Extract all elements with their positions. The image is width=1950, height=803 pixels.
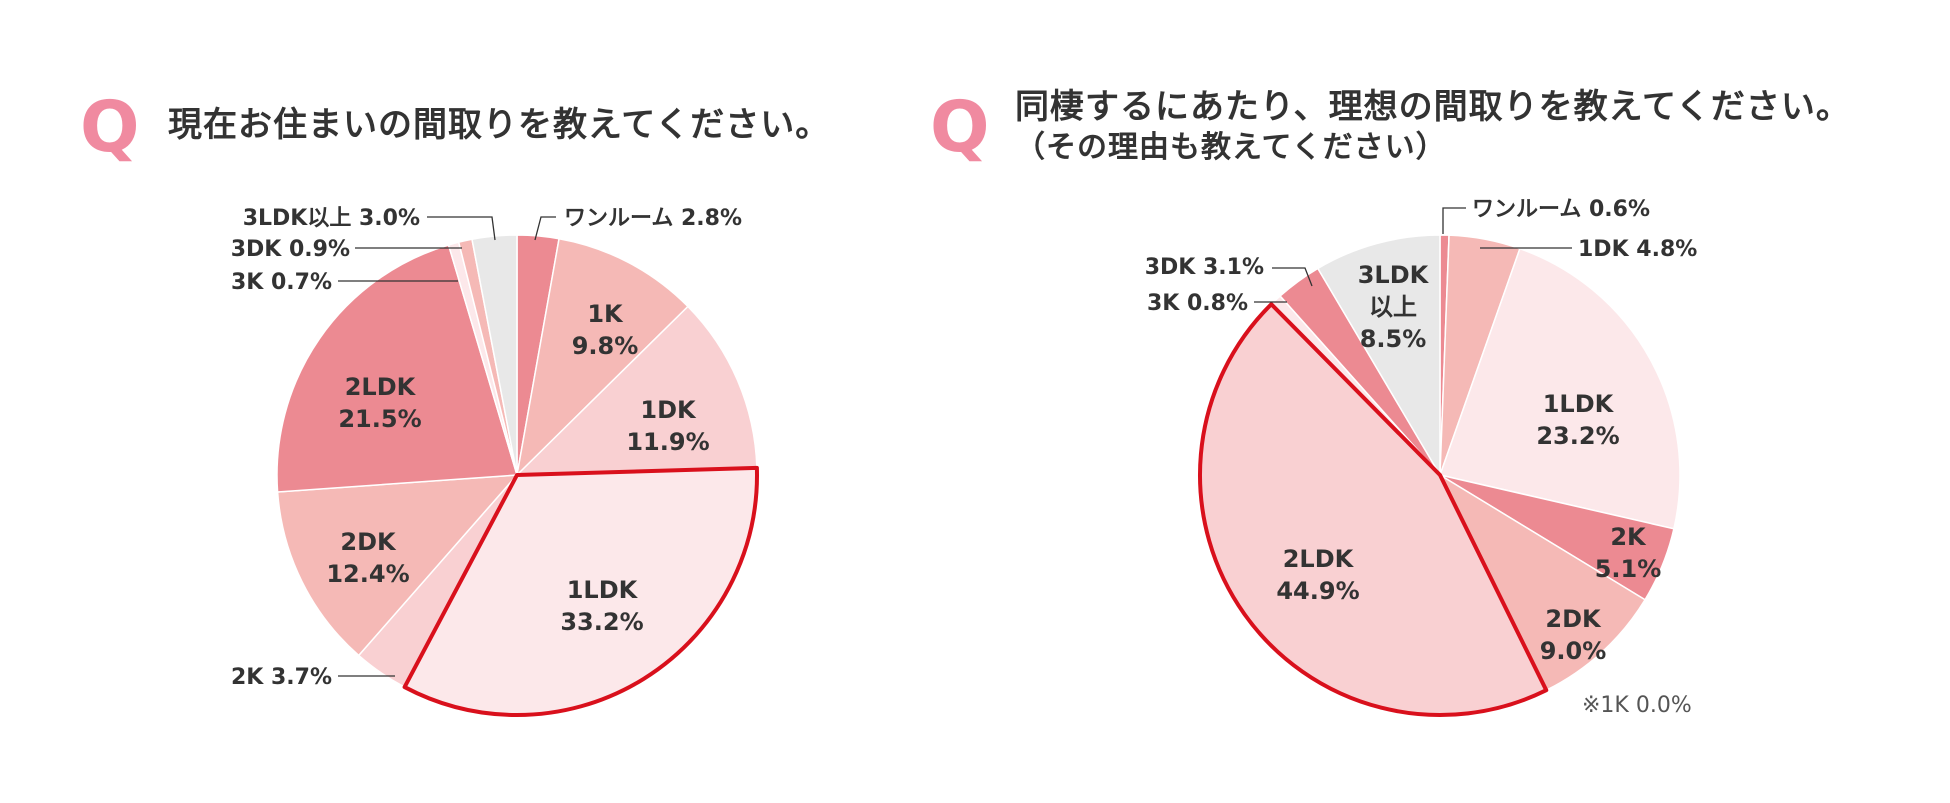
right-label-3ldk-pct: 8.5%	[1360, 325, 1427, 353]
left-label-3dk: 3DK 0.9%	[231, 237, 350, 262]
right-label-2ldk-name: 2LDK	[1283, 545, 1355, 573]
note-1k-zero: ※1K 0.0%	[1582, 693, 1692, 718]
left-highlight-outline	[402, 465, 759, 717]
left-leader-oneroom	[534, 216, 556, 241]
left-label-1dk-name: 1DK	[640, 396, 697, 424]
left-slice-2dk	[276, 474, 519, 657]
right-question-line1: 同棲するにあたり、理想の間取りを教えてください。	[1015, 87, 1851, 127]
left-label-2ldk-pct: 21.5%	[338, 405, 421, 433]
left-label-1dk-pct: 11.9%	[626, 428, 709, 456]
left-label-1k-name: 1K	[587, 300, 624, 328]
left-slice-1dk	[515, 305, 758, 476]
right-label-2dk-name: 2DK	[1545, 605, 1602, 633]
left-slice-2ldk	[276, 244, 518, 493]
right-label-1ldk-name: 1LDK	[1543, 390, 1615, 418]
left-label-2ldk-name: 2LDK	[345, 373, 417, 401]
right-label-3dk: 3DK 3.1%	[1145, 255, 1264, 280]
left-q-mark: Q	[80, 86, 140, 168]
right-label-3ldk-name: 3LDK	[1358, 261, 1430, 289]
right-label-1dk: 1DK 4.8%	[1578, 237, 1697, 262]
right-label-2k-name: 2K	[1610, 523, 1647, 551]
left-leader-3ldk	[427, 216, 496, 241]
right-q-mark: Q	[930, 86, 990, 168]
pie-chart-current: ワンルーム 2.8% 1K 9.8% 1DK 11.9% 1LDK 33.2% 2K 3.7%…	[231, 206, 759, 717]
right-highlight-outline	[1198, 302, 1549, 717]
right-label-2ldk-pct: 44.9%	[1276, 577, 1359, 605]
right-question-line2: （その理由も教えてください）	[1015, 129, 1447, 165]
pie-chart-ideal: ワンルーム 0.6% 1DK 4.8% 1LDK 23.2% 2K 5.1% 2DK 9.0%…	[1145, 197, 1697, 717]
right-leader-oneroom	[1442, 207, 1466, 234]
right-label-2k-pct: 5.1%	[1595, 555, 1662, 583]
right-slice-3ldk	[1316, 234, 1441, 478]
left-label-3k: 3K 0.7%	[231, 270, 332, 295]
right-leader-3dk	[1272, 267, 1313, 287]
right-slice-2dk	[1438, 473, 1647, 692]
left-label-3ldk: 3LDK以上 3.0%	[243, 206, 420, 231]
left-label-1k-pct: 9.8%	[572, 332, 639, 360]
right-label-3k: 3K 0.8%	[1147, 291, 1248, 316]
right-question-title: 同棲するにあたり、理想の間取りを教えてください。 （その理由も教えてください）	[1015, 86, 1851, 166]
left-label-oneroom: ワンルーム 2.8%	[564, 206, 742, 231]
left-label-2k: 2K 3.7%	[231, 665, 332, 690]
right-label-1ldk-pct: 23.2%	[1536, 422, 1619, 450]
right-label-oneroom: ワンルーム 0.6%	[1472, 197, 1650, 222]
left-label-2dk-name: 2DK	[340, 528, 397, 556]
left-label-1ldk-name: 1LDK	[567, 576, 639, 604]
left-question-title: 現在お住まいの間取りを教えてください。	[168, 105, 831, 145]
right-label-3ldk-name2: 以上	[1369, 293, 1417, 321]
left-label-1ldk-pct: 33.2%	[560, 608, 643, 636]
right-label-2dk-pct: 9.0%	[1540, 637, 1607, 665]
right-slice-1ldk	[1439, 247, 1681, 530]
left-label-2dk-pct: 12.4%	[326, 560, 409, 588]
left-slice-1k	[515, 237, 689, 478]
